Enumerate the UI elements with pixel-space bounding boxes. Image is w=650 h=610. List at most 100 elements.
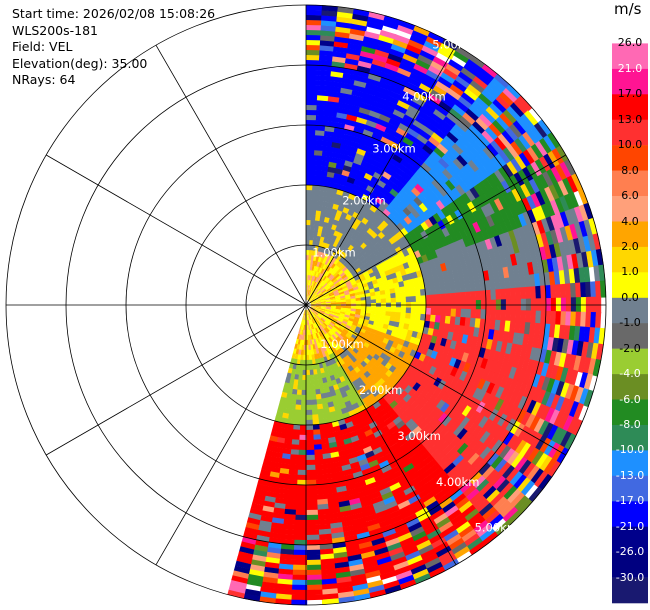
velocity-gate [434, 423, 446, 435]
velocity-gate [283, 508, 296, 515]
ring-label: 5.00km [475, 521, 518, 535]
velocity-gate [527, 334, 535, 348]
velocity-gate [478, 482, 493, 497]
velocity-gate [320, 20, 338, 27]
velocity-gate [288, 362, 294, 369]
velocity-gate [321, 402, 329, 409]
velocity-gate [425, 500, 440, 512]
velocity-gate [431, 466, 444, 478]
velocity-gate [382, 392, 392, 402]
velocity-gate [404, 368, 413, 378]
ring-label: 3.00km [372, 142, 415, 156]
velocity-gate [328, 161, 338, 169]
velocity-gate [312, 364, 317, 370]
velocity-gate [440, 120, 454, 133]
velocity-gate [333, 345, 340, 352]
velocity-gate [362, 445, 373, 455]
velocity-gate [309, 308, 313, 313]
velocity-gate [307, 295, 311, 301]
velocity-gate [343, 335, 350, 342]
velocity-gate [306, 289, 308, 296]
velocity-gate [372, 200, 381, 209]
velocity-gate [419, 469, 432, 481]
velocity-gate [534, 247, 543, 262]
velocity-gate [461, 504, 476, 518]
velocity-gate [492, 329, 500, 342]
velocity-gate [497, 245, 506, 258]
velocity-gate [389, 514, 404, 525]
velocity-gate [400, 541, 417, 553]
velocity-gate [318, 312, 324, 317]
velocity-gate [314, 316, 319, 322]
velocity-gate [555, 311, 562, 326]
velocity-gate [310, 224, 315, 231]
velocity-gate [306, 49, 321, 56]
velocity-gate [350, 295, 356, 300]
velocity-gate [326, 207, 333, 214]
velocity-gate [412, 373, 421, 383]
velocity-gate [416, 233, 425, 243]
velocity-gate [398, 411, 409, 421]
velocity-gate [341, 285, 348, 290]
velocity-gate [437, 550, 455, 563]
velocity-gate [407, 388, 417, 398]
velocity-gate [298, 349, 302, 355]
velocity-gate [274, 446, 284, 454]
velocity-gate [354, 275, 361, 281]
velocity-gate [317, 358, 323, 364]
velocity-gate [324, 417, 332, 424]
velocity-gate [423, 524, 439, 536]
velocity-gate [457, 71, 474, 85]
velocity-gate [423, 390, 434, 401]
velocity-gate [342, 320, 348, 325]
velocity-gate [276, 437, 286, 444]
velocity-gate [583, 266, 591, 284]
velocity-gate [408, 379, 417, 389]
velocity-gate [489, 236, 498, 249]
velocity-gate [317, 195, 324, 202]
velocity-gate [284, 397, 292, 405]
velocity-gate [432, 386, 443, 398]
velocity-gate [539, 405, 551, 422]
velocity-gate [309, 297, 313, 302]
velocity-gate [396, 327, 404, 335]
velocity-gate [485, 489, 501, 504]
velocity-gate [318, 342, 323, 348]
velocity-gate [320, 231, 326, 238]
velocity-gate [454, 209, 464, 221]
velocity-gate [508, 392, 519, 406]
velocity-gate [306, 134, 316, 141]
velocity-gate [296, 359, 301, 365]
velocity-gate [387, 325, 394, 332]
velocity-gate [325, 333, 331, 339]
velocity-gate [319, 325, 325, 331]
velocity-gate [430, 447, 443, 460]
velocity-gate [410, 475, 423, 487]
velocity-gate [403, 279, 410, 287]
velocity-gate [476, 207, 487, 221]
velocity-gate [329, 446, 339, 454]
velocity-gate [512, 332, 520, 346]
velocity-gate [508, 366, 518, 380]
velocity-gate [497, 330, 505, 343]
velocity-gate [293, 379, 299, 385]
velocity-gate [354, 121, 367, 130]
velocity-gate [465, 308, 472, 319]
velocity-gate [300, 334, 303, 341]
velocity-gate [279, 553, 294, 560]
velocity-gate [275, 487, 288, 495]
velocity-gate [475, 356, 484, 368]
velocity-gate [397, 398, 407, 409]
velocity-gate [464, 508, 480, 522]
velocity-gate [563, 159, 577, 177]
velocity-gate [338, 269, 344, 276]
velocity-gate [316, 100, 329, 107]
velocity-gate [398, 477, 411, 488]
velocity-gate [306, 554, 321, 561]
velocity-gate [298, 334, 302, 340]
velocity-gate [377, 561, 394, 571]
velocity-gate [296, 484, 307, 491]
velocity-gate [462, 203, 473, 216]
velocity-gate [311, 292, 316, 297]
velocity-gate [489, 360, 498, 374]
